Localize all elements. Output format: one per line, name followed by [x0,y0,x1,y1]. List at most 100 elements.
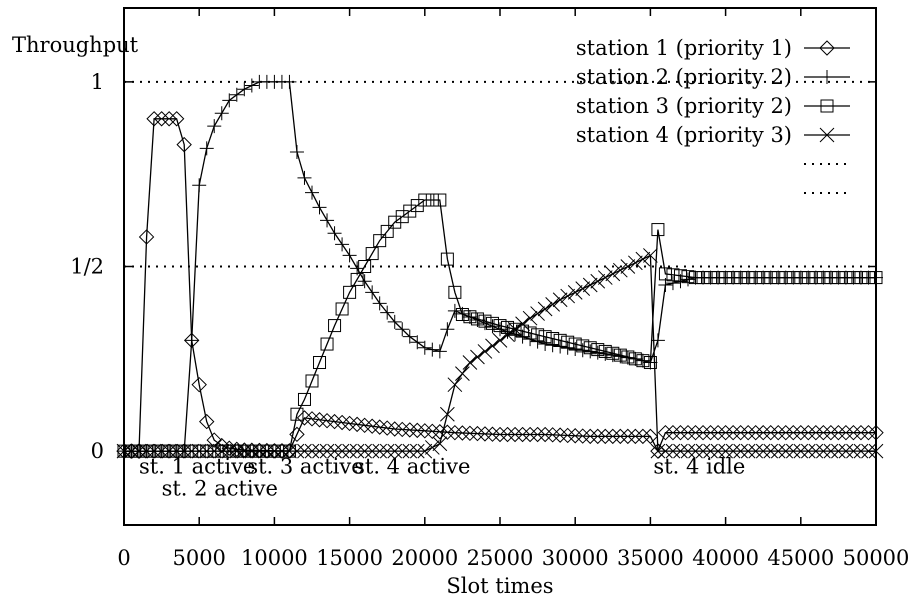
series-1-point [341,415,358,432]
series-4-point [816,443,831,459]
series-1-point [665,424,681,441]
series-1-point [432,424,448,440]
series-1-point [590,428,606,445]
series-1-point [717,424,734,441]
annotation-4: st. 4 active [354,454,470,478]
series-1-point [349,416,365,433]
series-3-point [809,271,823,285]
series-4-point [131,443,147,459]
series-3-point [861,271,875,285]
annotation-3: st. 3 active [247,454,363,478]
series-3-point [328,319,342,333]
series-4-point [387,443,403,459]
series-4-point [492,333,508,348]
series-1-point [680,424,696,441]
series-2-point [357,274,372,289]
series-1-point [417,423,433,439]
series-4-point [853,443,869,459]
series-4-point [643,248,658,263]
series-4-point [612,262,628,278]
series-3-point [478,314,492,328]
series-4-point [379,443,395,459]
series-1-point [642,428,659,445]
series-4-point [831,443,846,459]
series-3-point [621,350,635,364]
series-1-point [161,111,177,127]
series-4-point [537,301,553,317]
series-1-point [334,414,350,431]
x-tick-label-2: 10000 [241,546,308,570]
series-3-point [779,271,793,285]
series-1-point [627,428,644,445]
series-4-point [477,344,493,359]
x-axis-title: Slot times [446,574,553,598]
series-4-point [161,443,177,459]
series-1-point [770,424,786,441]
y-tick-label-1: 1/2 [70,255,104,279]
series-4-point [695,443,711,459]
series-4-point [545,296,560,312]
series-4-point [650,443,666,459]
series-3-point [290,407,304,421]
x-tick-label-9: 45000 [767,546,834,570]
series-3-point [463,310,477,324]
x-tick-label-0: 0 [117,546,130,570]
series-3-point [365,247,379,261]
series-3-point [508,322,522,336]
series-4-point [244,443,260,459]
series-3-point [561,335,575,349]
series-3-point [726,271,740,285]
series-1-point [747,424,764,441]
series-1-point [823,424,839,441]
series-4-point [349,443,365,459]
series-4-point [838,443,854,459]
series-1-point [657,424,674,441]
series-3-point [628,352,642,366]
series-1-point [763,424,779,441]
series-2-point [207,119,222,134]
series-3-point [418,193,432,207]
series-2-point [598,346,613,361]
series-3-point [854,271,868,285]
series-4-point [267,443,282,459]
series-4-point [628,255,643,271]
series-1-point [424,423,441,440]
series-4 [116,248,884,459]
series-1-point [672,424,689,441]
series-4-point [455,366,470,381]
series-4-point [176,443,192,459]
series-4-point [590,273,606,289]
series-3-point [689,271,703,285]
series-3-point [335,302,349,316]
series-1-point [447,424,463,441]
series-1-point [364,418,380,434]
series-1-point [371,419,388,435]
series-2-point [297,170,312,185]
series-3-point [606,346,620,360]
series-4-point [800,443,816,459]
series-3-point [553,333,567,347]
series-3-point [425,193,439,207]
series-2-point [342,248,357,263]
series-3-point [373,234,387,248]
series-3-point [523,326,537,340]
series-2-point [229,87,244,102]
series-4-point [500,327,515,343]
x-tick-label-8: 40000 [692,546,759,570]
axis-ticks: 0 5000 10000 15000 20000 25000 30000 35000 40000… [70,8,909,570]
series-4-point [184,443,200,459]
series-4-line [124,254,876,452]
series-1-point [537,426,553,443]
series-3-point [455,308,469,322]
series-2-point [237,82,252,97]
series-4-point [304,443,320,459]
series-3-point [343,285,357,299]
series-1-point [853,424,869,441]
series-3-point [440,252,454,266]
series-2-point [485,319,500,334]
series-4-point [191,443,207,459]
series-3-point [643,356,657,370]
series-1-point [552,427,568,443]
series-3-point [380,224,394,238]
